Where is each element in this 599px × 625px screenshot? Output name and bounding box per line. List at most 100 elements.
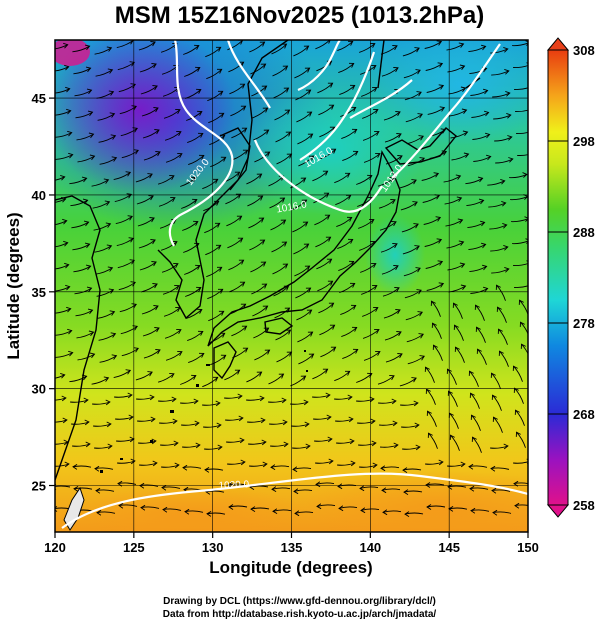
streamline [402, 47, 420, 57]
streamline [294, 265, 310, 277]
streamline-arrowhead [469, 485, 475, 492]
streamline-arrowhead [483, 110, 490, 117]
colorbar-tick-label: 268 [573, 407, 595, 422]
streamline-arrowhead [416, 289, 422, 295]
streamline-arrowhead [304, 67, 311, 73]
streamline [335, 418, 354, 422]
streamline [316, 504, 336, 507]
streamline-arrowhead [107, 68, 114, 74]
colorbar-tick-label: 258 [573, 498, 595, 513]
streamline-arrowhead [150, 41, 156, 47]
streamline [96, 511, 116, 514]
streamline-arrowhead [328, 458, 334, 465]
streamline-arrowhead [87, 308, 94, 315]
streamline-arrowhead [195, 442, 201, 449]
streamline-arrowhead [502, 222, 508, 229]
streamline-arrowhead [515, 431, 521, 437]
streamline [268, 373, 284, 385]
streamline-arrowhead [62, 218, 68, 225]
streamline-arrowhead [126, 193, 132, 199]
streamline-arrowhead [130, 281, 136, 287]
streamline-arrowhead [84, 44, 91, 51]
streamline-arrowhead [478, 198, 485, 205]
streamline-arrowhead [197, 110, 203, 116]
streamline [94, 467, 114, 470]
streamline [432, 322, 442, 339]
streamline-arrowhead [127, 392, 133, 399]
streamline [342, 151, 359, 162]
streamline [404, 289, 422, 299]
streamline-arrowhead [459, 262, 466, 268]
streamline [298, 353, 314, 365]
streamline-arrowhead [471, 436, 477, 442]
streamline-arrowhead [438, 282, 445, 288]
streamline [69, 375, 87, 383]
streamline [359, 486, 379, 489]
streamline [290, 177, 306, 189]
streamline [113, 370, 131, 379]
streamline-arrowhead [416, 91, 422, 97]
streamline [118, 281, 136, 291]
streamline-arrowhead [306, 111, 313, 117]
streamline-arrowhead [484, 132, 491, 139]
streamline-arrowhead [215, 222, 221, 228]
streamline-arrowhead [177, 152, 183, 159]
streamline-arrowhead [259, 395, 265, 402]
streamline [513, 482, 528, 485]
streamline-arrowhead [328, 40, 331, 44]
streamline [487, 180, 505, 186]
streamline-arrowhead [204, 467, 210, 473]
streamline-arrowhead [284, 109, 291, 115]
streamline-arrowhead [417, 311, 423, 317]
streamline [120, 127, 138, 137]
streamline [183, 243, 200, 253]
streamline-arrowhead [241, 127, 248, 133]
streamline-arrowhead [370, 418, 376, 425]
streamline-arrowhead [513, 387, 519, 393]
streamline [312, 170, 328, 182]
streamline-arrowhead [460, 461, 466, 468]
streamline-arrowhead [256, 173, 263, 179]
streamline [143, 349, 161, 359]
streamline [136, 195, 154, 205]
streamline-arrowhead [105, 222, 112, 228]
colorbar-top-arrow [546, 37, 570, 51]
streamline [209, 134, 226, 146]
streamline-arrowhead [195, 264, 201, 270]
streamline [426, 388, 436, 405]
streamline [427, 107, 445, 115]
streamline-arrowhead [94, 465, 100, 472]
streamline [184, 67, 201, 77]
streamline [206, 266, 223, 278]
streamline-arrowhead [292, 466, 298, 473]
streamline [160, 442, 179, 446]
streamline-arrowhead [447, 390, 453, 396]
streamline-arrowhead [234, 369, 241, 375]
streamline [297, 331, 313, 343]
streamline-arrowhead [150, 416, 156, 423]
streamline-arrowhead [67, 130, 73, 137]
streamline [202, 376, 219, 388]
streamline-arrowhead [294, 510, 300, 517]
streamline-arrowhead [351, 128, 358, 134]
streamline [403, 267, 421, 277]
streamline [188, 353, 205, 364]
streamline-arrowhead [348, 260, 355, 266]
streamline [227, 40, 243, 51]
streamline-arrowhead [531, 151, 535, 156]
streamline [69, 177, 87, 185]
streamline [448, 390, 458, 407]
streamline [399, 377, 417, 387]
streamline-arrowhead [457, 218, 464, 224]
streamline-arrowhead [172, 240, 178, 247]
streamline [361, 285, 378, 295]
streamline-arrowhead [367, 372, 373, 378]
colorbar-gradient [547, 49, 569, 506]
streamline [271, 487, 291, 490]
streamline [180, 400, 199, 404]
streamline [246, 371, 262, 383]
streamline-arrowhead [360, 507, 366, 514]
streamline-arrowhead [130, 458, 136, 465]
streamline-arrowhead [96, 509, 102, 516]
streamline [446, 241, 464, 249]
